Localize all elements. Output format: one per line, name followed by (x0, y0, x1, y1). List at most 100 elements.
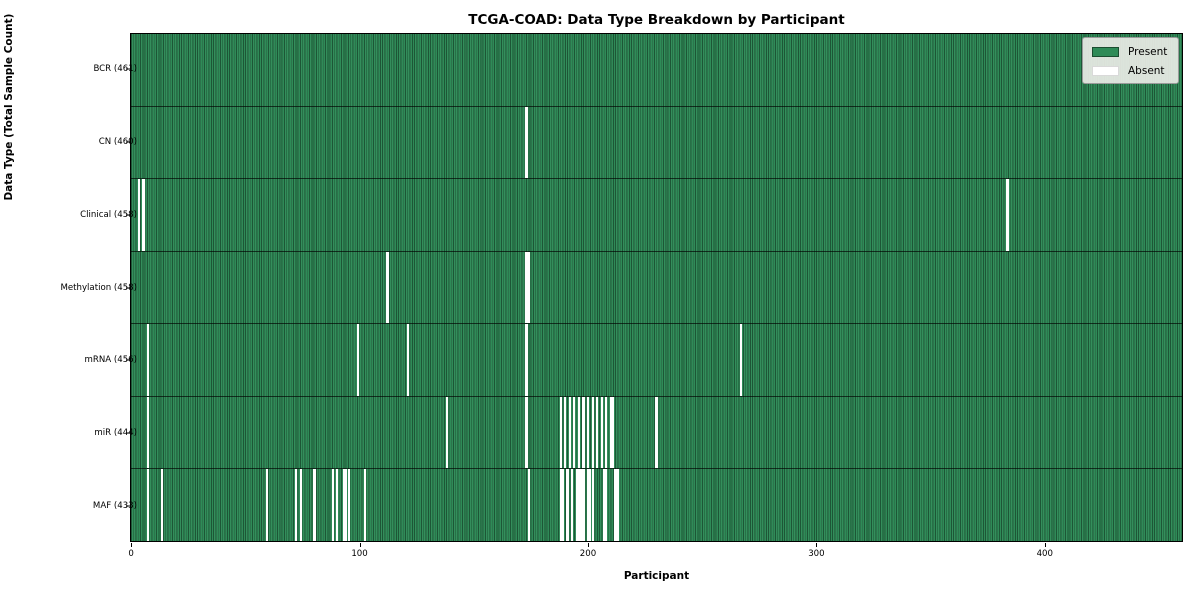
absent-mark (591, 469, 594, 542)
absent-mark (616, 469, 619, 542)
absent-mark (609, 396, 612, 469)
absent-mark (343, 469, 346, 542)
row-Clinical (131, 179, 1182, 252)
xtick-label-100: 100 (351, 549, 368, 559)
legend-absent-label: Absent (1128, 65, 1165, 77)
absent-mark (345, 469, 348, 542)
xtick-label-200: 200 (579, 549, 597, 559)
xtick-mark (131, 543, 133, 547)
ytick-mark (126, 505, 130, 507)
absent-mark (142, 179, 145, 251)
absent-mark (575, 469, 578, 542)
ytick-label-miR: miR (444) (94, 427, 137, 438)
ytick-mark (126, 214, 130, 216)
absent-mark (146, 324, 150, 396)
absent-mark (566, 469, 569, 542)
absent-mark (602, 469, 606, 542)
absent-mark (265, 469, 268, 542)
absent-mark (586, 396, 590, 469)
absent-mark (527, 469, 530, 542)
absent-mark (568, 396, 571, 469)
chart-title: TCGA-COAD: Data Type Breakdown by Partic… (468, 12, 845, 28)
absent-mark (525, 396, 528, 469)
absent-mark (1006, 179, 1009, 251)
xtick-mark (1044, 543, 1046, 547)
absent-mark (146, 396, 150, 469)
ytick-label-mRNA: mRNA (456) (84, 355, 138, 366)
absent-mark (596, 396, 599, 469)
y-axis-label: Data Type (Total Sample Count) (3, 13, 15, 201)
absent-mark (406, 324, 410, 396)
absent-mark (571, 469, 574, 542)
xtick-mark (359, 543, 361, 547)
absent-mark (146, 469, 150, 542)
absent-mark (577, 396, 581, 469)
legend: Present Absent (1082, 37, 1179, 84)
ytick-label-BCR: BCR (461) (93, 64, 137, 75)
xtick-mark (816, 543, 818, 547)
ytick-label-Clinical: Clinical (458) (80, 209, 137, 220)
absent-mark (137, 179, 141, 251)
absent-mark (612, 396, 615, 469)
absent-mark (739, 324, 742, 396)
absent-mark (564, 396, 567, 469)
absent-mark (363, 469, 366, 542)
row-BCR (131, 34, 1182, 107)
ytick-mark (126, 287, 130, 288)
absent-mark (600, 396, 603, 469)
absent-mark (605, 469, 608, 542)
absent-mark (299, 469, 302, 542)
absent-mark (313, 469, 316, 542)
absent-mark (559, 396, 562, 469)
absent-swatch (1092, 66, 1119, 76)
absent-mark (527, 251, 530, 324)
absent-mark (347, 469, 350, 542)
legend-entry-present: Present (1092, 45, 1172, 59)
row-Methylation (131, 251, 1182, 325)
absent-mark (525, 106, 528, 179)
absent-mark (445, 396, 448, 469)
xtick-mark (587, 543, 589, 547)
plot-area: Present Absent (130, 33, 1183, 542)
xtick-label-400: 400 (1036, 549, 1053, 559)
absent-mark (614, 469, 617, 542)
absent-mark (561, 469, 565, 542)
absent-mark (582, 396, 585, 469)
ytick-mark (126, 68, 130, 70)
ytick-mark (126, 359, 130, 361)
absent-mark (559, 469, 562, 542)
absent-mark (573, 396, 576, 469)
absent-mark (586, 469, 590, 542)
absent-mark (589, 469, 592, 542)
x-axis-label: Participant (623, 570, 690, 582)
legend-entry-absent: Absent (1092, 64, 1172, 78)
absent-mark (525, 324, 528, 396)
absent-mark (605, 396, 608, 469)
absent-mark (577, 469, 581, 542)
row-mRNA (131, 324, 1182, 397)
absent-mark (160, 469, 163, 542)
legend-present-label: Present (1128, 46, 1168, 58)
present-swatch (1092, 47, 1119, 57)
plot-rows (131, 34, 1182, 542)
absent-mark (336, 469, 339, 542)
row-MAF (131, 469, 1182, 542)
absent-mark (331, 469, 334, 542)
absent-mark (356, 324, 359, 396)
ytick-mark (126, 432, 130, 434)
absent-mark (655, 396, 658, 469)
row-CN (131, 106, 1182, 180)
ytick-label-CN: CN (460) (98, 137, 137, 148)
xtick-label-0: 0 (128, 549, 134, 559)
absent-mark (582, 469, 585, 542)
absent-mark (591, 396, 594, 469)
xtick-label-300: 300 (808, 549, 825, 559)
ytick-mark (126, 141, 130, 143)
row-miR (131, 396, 1182, 470)
ytick-label-Methylation: Methylation (458) (60, 282, 137, 293)
ytick-label-MAF: MAF (433) (92, 500, 137, 511)
absent-mark (386, 251, 389, 324)
absent-mark (580, 469, 583, 542)
absent-mark (295, 469, 298, 542)
